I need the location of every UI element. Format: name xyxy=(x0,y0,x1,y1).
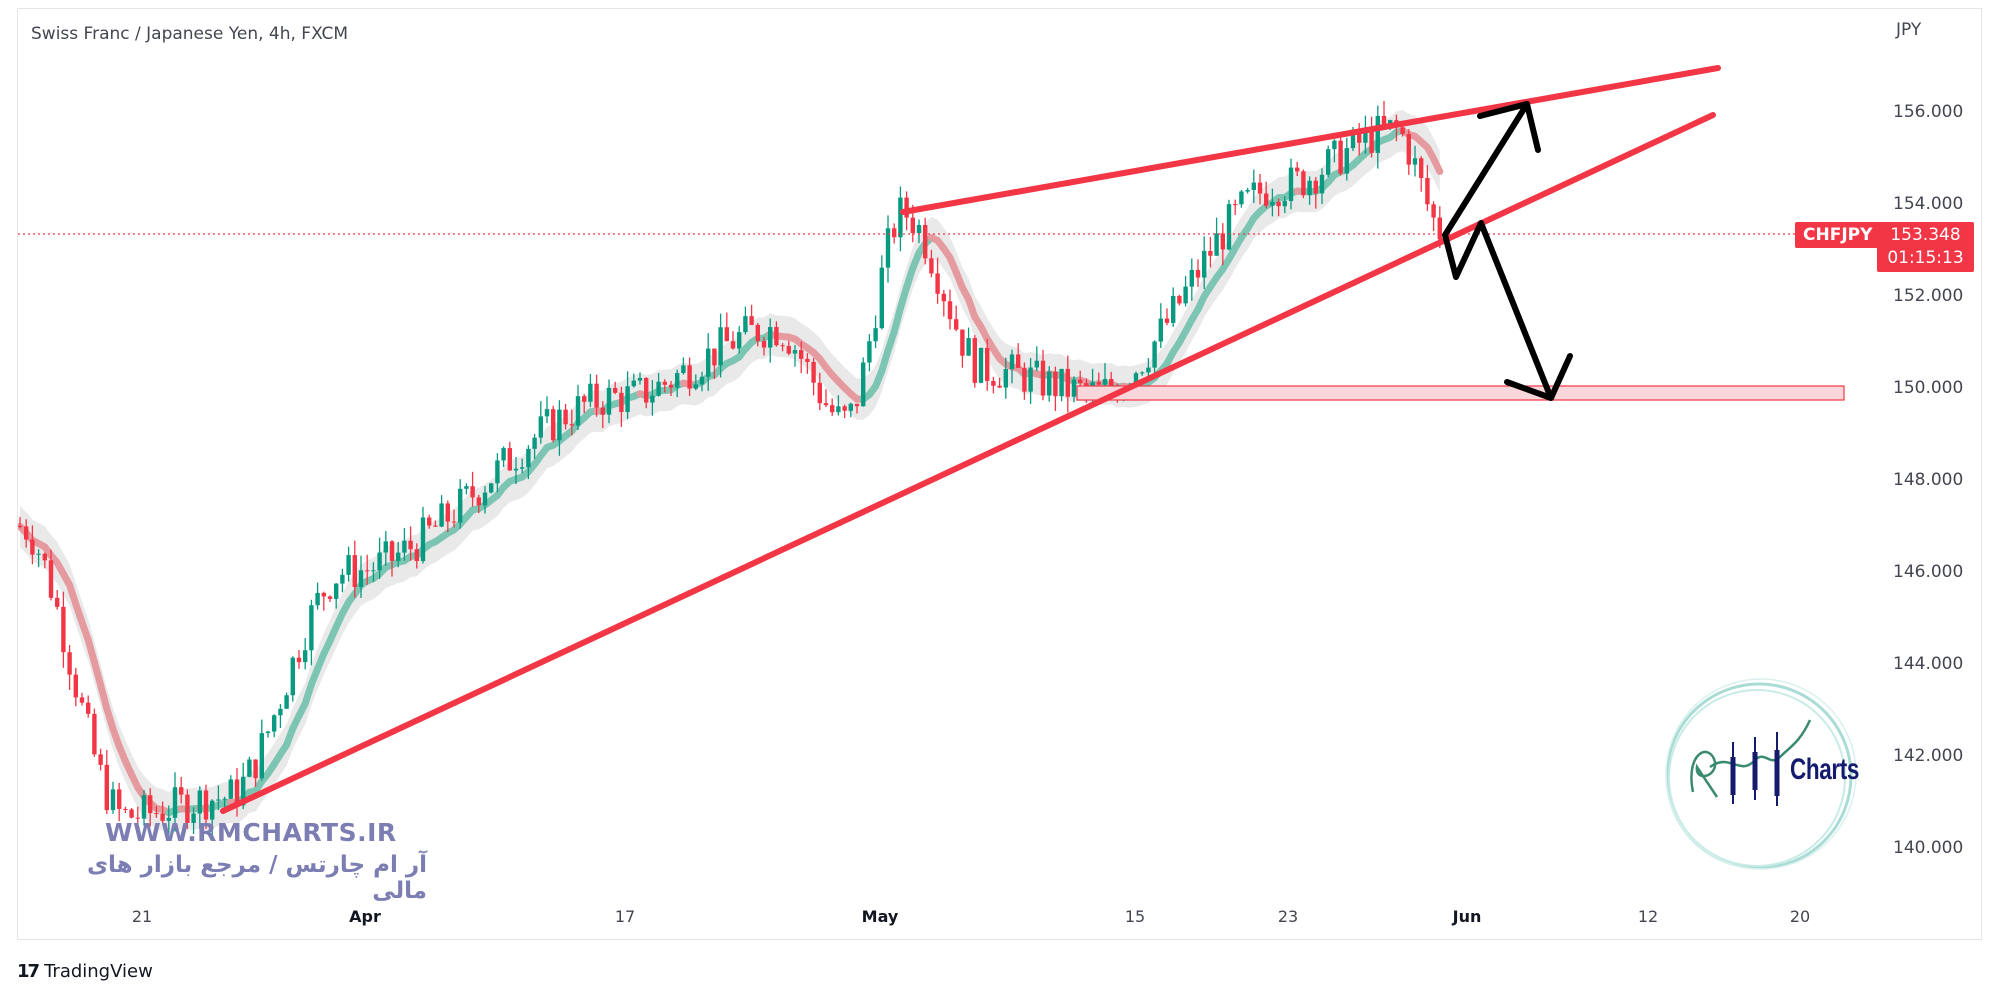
tradingview-logo-icon: 17 xyxy=(17,961,40,982)
price-label: 140.000 xyxy=(1893,838,1964,858)
tradingview-brand: TradingView xyxy=(44,961,153,982)
time-label: 12 xyxy=(1637,907,1659,926)
time-label: May xyxy=(861,907,899,926)
time-label: 21 xyxy=(131,907,153,926)
bar-countdown: 01:15:13 xyxy=(1887,248,1964,268)
last-price-tag: 153.348 01:15:13 xyxy=(1877,222,1974,272)
time-label: 17 xyxy=(614,907,636,926)
bearish-zigzag-arrow[interactable] xyxy=(1442,220,1573,401)
rmcharts-logo-text: Charts xyxy=(1790,753,1860,786)
last-price-value: 153.348 xyxy=(1890,225,1961,245)
upper-trendline[interactable] xyxy=(900,65,1721,215)
candlestick-series xyxy=(18,100,1442,836)
price-label: 154.000 xyxy=(1893,194,1964,214)
time-label: 15 xyxy=(1124,907,1146,926)
rmcharts-logo xyxy=(1665,678,1857,870)
time-label: Apr xyxy=(349,907,381,926)
price-label: 144.000 xyxy=(1893,654,1964,674)
price-label: 150.000 xyxy=(1893,378,1964,398)
price-label: 142.000 xyxy=(1893,746,1964,766)
chart-title: Swiss Franc / Japanese Yen, 4h, FXCM xyxy=(31,24,349,44)
price-axis-currency: JPY xyxy=(1896,20,1922,40)
watermark-tagline: آر ام چارتس / مرجع بازار های مالی xyxy=(86,852,427,904)
lower-trendline[interactable] xyxy=(220,112,1716,814)
symbol-tag: CHFJPY xyxy=(1795,222,1881,248)
chart-frame xyxy=(17,8,1982,940)
price-label: 148.000 xyxy=(1893,470,1964,490)
support-zone[interactable] xyxy=(1076,385,1845,401)
footer-branding[interactable]: 17 TradingView xyxy=(17,961,153,982)
time-label: 23 xyxy=(1277,907,1299,926)
price-label: 152.000 xyxy=(1893,286,1964,306)
time-label: Jun xyxy=(1452,907,1482,926)
bullish-arrow[interactable] xyxy=(1442,101,1541,238)
time-label: 20 xyxy=(1789,907,1811,926)
price-label: 146.000 xyxy=(1893,562,1964,582)
watermark-url: WWW.RMCHARTS.IR xyxy=(105,818,397,847)
price-label: 156.000 xyxy=(1893,102,1964,122)
